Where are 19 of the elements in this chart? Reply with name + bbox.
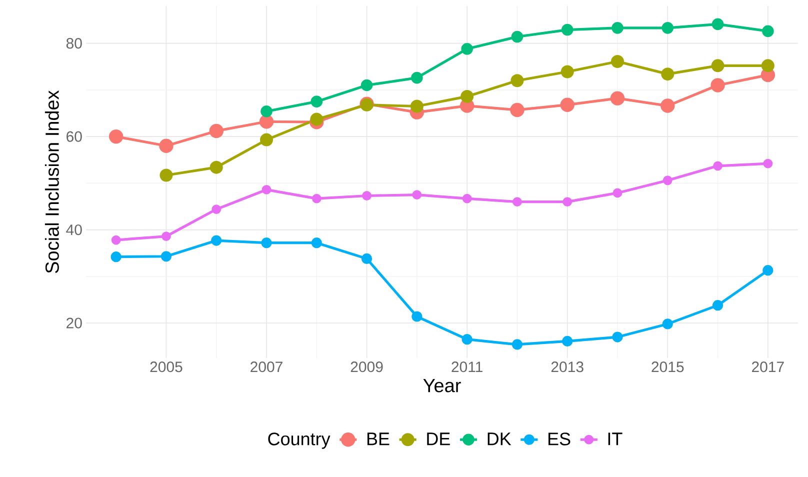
x-axis-title: Year: [423, 379, 461, 392]
y-axis-title: Social Inclusion Index: [44, 90, 59, 274]
legend-title: Country: [268, 432, 330, 449]
x-tick-label: 2017: [752, 362, 784, 372]
y-tick-label: 40: [66, 224, 82, 236]
legend-label: DE: [427, 432, 450, 446]
x-tick-label: 2011: [452, 362, 482, 372]
y-tick-label: 60: [66, 131, 82, 142]
y-tick-label: 20: [66, 318, 82, 328]
y-tick-label: 80: [66, 38, 82, 49]
legend-label: IT: [608, 432, 622, 446]
legend-label: ES: [548, 432, 570, 446]
legend-label: BE: [367, 432, 390, 446]
x-tick-label: 2009: [350, 362, 383, 372]
x-tick-label: 2005: [150, 362, 182, 372]
x-tick-label: 2015: [652, 362, 684, 372]
x-tick-label: 2013: [551, 362, 584, 372]
legend-label: DK: [488, 432, 512, 446]
x-tick-label: 2007: [250, 362, 282, 372]
